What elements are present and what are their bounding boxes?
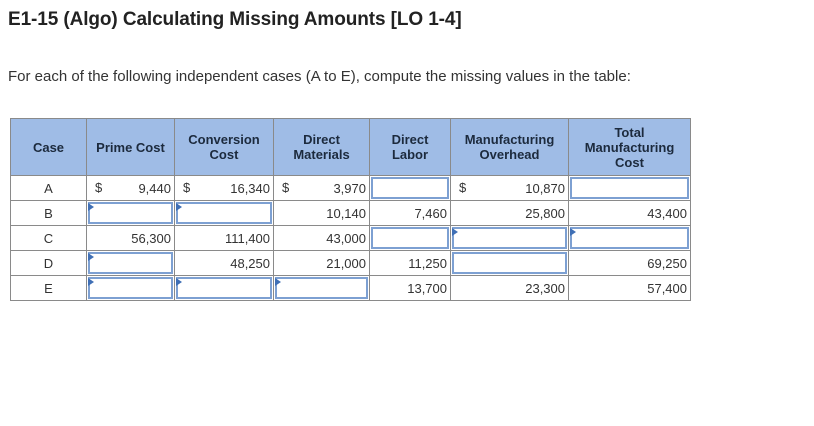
instructions: For each of the following independent ca… — [8, 68, 631, 85]
header-manufacturing-overhead: Manufacturing Overhead — [450, 118, 569, 176]
direct-materials-a: $3,970 — [273, 175, 376, 201]
prime-cost-input-e[interactable] — [86, 275, 175, 301]
input-flag-icon — [275, 278, 281, 286]
total-cost-e: 57,400 — [568, 275, 691, 301]
header-case: Case — [10, 118, 87, 176]
header-row: Case Prime Cost Conversion Cost Direct M… — [10, 118, 691, 176]
header-total-manufacturing-cost: Total Manufacturing Cost — [568, 118, 691, 176]
dollar-sign: $ — [459, 180, 467, 195]
direct-materials-b: 10,140 — [273, 200, 370, 226]
input-flag-icon — [88, 253, 94, 261]
header-direct-labor: Direct Labor — [369, 118, 451, 176]
overhead-input-d[interactable] — [450, 250, 569, 276]
input-box[interactable] — [452, 227, 567, 249]
input-box[interactable] — [88, 277, 173, 299]
input-box[interactable] — [570, 227, 689, 249]
header-conversion-cost: Conversion Cost — [174, 118, 274, 176]
direct-labor-d: 11,250 — [369, 250, 457, 276]
conversion-cost-value: 16,340 — [230, 180, 270, 196]
overhead-b: 25,800 — [450, 200, 569, 226]
direct-labor-input-c[interactable] — [369, 225, 451, 251]
direct-labor-b: 7,460 — [369, 200, 451, 226]
total-cost-input-a[interactable] — [568, 175, 691, 201]
dollar-sign: $ — [95, 180, 103, 195]
input-box[interactable] — [570, 177, 689, 199]
prime-cost-value: 9,440 — [138, 180, 171, 196]
case-label: D — [10, 250, 87, 276]
table-row-c: C 56,300 111,400 43,000 — [10, 225, 691, 251]
total-cost-b: 43,400 — [568, 200, 691, 226]
direct-materials-d: 21,000 — [273, 250, 370, 276]
prime-cost-c: 56,300 — [86, 225, 175, 251]
overhead-e: 23,300 — [450, 275, 569, 301]
dollar-sign: $ — [183, 180, 191, 195]
prime-cost-a: $9,440 — [86, 175, 175, 201]
table-row-a: A $9,440 $16,340 $3,970 $10,870 — [10, 175, 691, 201]
prime-cost-input-d[interactable] — [86, 250, 175, 276]
case-label: B — [10, 200, 87, 226]
input-flag-icon — [176, 278, 182, 286]
header-prime-cost: Prime Cost — [86, 118, 175, 176]
conversion-cost-input-e[interactable] — [174, 275, 274, 301]
direct-materials-value: 3,970 — [333, 180, 366, 196]
direct-materials-value: 43,000 — [326, 230, 366, 246]
total-cost-d: 69,250 — [568, 250, 691, 276]
direct-materials-c: 43,000 — [273, 225, 376, 251]
prime-cost-input-b[interactable] — [86, 200, 175, 226]
missing-amounts-table: Case Prime Cost Conversion Cost Direct M… — [10, 118, 691, 301]
overhead-input-c[interactable] — [450, 225, 569, 251]
input-flag-icon — [88, 278, 94, 286]
table-row-d: D 48,250 21,000 11,250 69,250 — [10, 250, 691, 276]
input-box[interactable] — [88, 202, 173, 224]
input-box[interactable] — [452, 252, 567, 274]
input-flag-icon — [452, 228, 458, 236]
input-box[interactable] — [371, 177, 449, 199]
overhead-value: 10,870 — [525, 180, 565, 196]
case-label: A — [10, 175, 87, 201]
table-row-b: B 10,140 7,460 25,800 43,400 — [10, 200, 691, 226]
input-box[interactable] — [176, 277, 272, 299]
page-title: E1-15 (Algo) Calculating Missing Amounts… — [8, 9, 462, 30]
direct-labor-input-a[interactable] — [369, 175, 451, 201]
direct-labor-e: 13,700 — [369, 275, 451, 301]
case-label: E — [10, 275, 87, 301]
input-box[interactable] — [176, 202, 272, 224]
table-row-e: E 13,700 23,300 57,400 — [10, 275, 691, 301]
conversion-cost-input-b[interactable] — [174, 200, 274, 226]
input-flag-icon — [570, 228, 576, 236]
input-flag-icon — [176, 203, 182, 211]
direct-materials-input-e[interactable] — [273, 275, 370, 301]
overhead-a: $10,870 — [450, 175, 575, 201]
total-cost-input-c[interactable] — [568, 225, 691, 251]
direct-labor-value: 11,250 — [408, 255, 447, 271]
conversion-cost-a: $16,340 — [174, 175, 274, 201]
input-flag-icon — [88, 203, 94, 211]
input-box[interactable] — [88, 252, 173, 274]
dollar-sign: $ — [282, 180, 290, 195]
conversion-cost-c: 111,400 — [174, 225, 274, 251]
header-direct-materials: Direct Materials — [273, 118, 370, 176]
input-box[interactable] — [371, 227, 449, 249]
input-box[interactable] — [275, 277, 368, 299]
case-label: C — [10, 225, 87, 251]
conversion-cost-d: 48,250 — [174, 250, 274, 276]
